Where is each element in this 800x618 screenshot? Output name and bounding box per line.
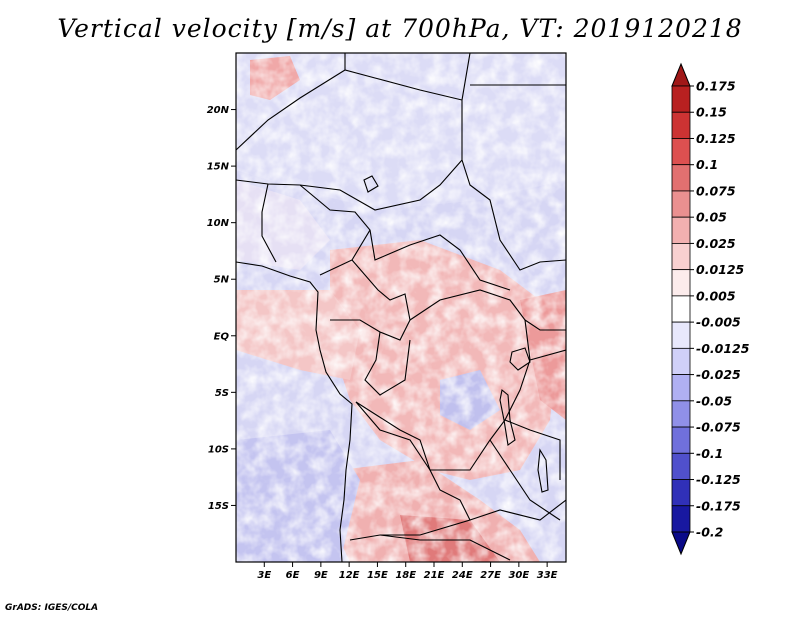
lat-tick-label: 15S bbox=[208, 501, 229, 512]
lon-tick-label: 15E bbox=[367, 570, 388, 581]
lat-tick-label: 5N bbox=[214, 275, 230, 286]
lon-tick-label: 3E bbox=[257, 570, 271, 581]
colorbar-box bbox=[671, 426, 691, 454]
colorbar-bottom-arrow bbox=[671, 531, 691, 556]
colorbar-label: 0.15 bbox=[696, 105, 727, 120]
lat-tick-label: 20N bbox=[207, 105, 230, 116]
colorbar-box bbox=[671, 243, 691, 271]
colorbar-box bbox=[671, 295, 691, 323]
lon-tick-label: 6E bbox=[286, 570, 300, 581]
colorbar-box bbox=[671, 400, 691, 428]
colorbar-box bbox=[671, 452, 691, 480]
colorbar-box bbox=[671, 321, 691, 349]
country-borders bbox=[236, 53, 566, 562]
coastline-west bbox=[236, 261, 353, 562]
colorbar-label: 0.1 bbox=[696, 157, 718, 172]
colorbar-box bbox=[671, 138, 691, 166]
border-congo bbox=[364, 331, 411, 396]
colorbar-box bbox=[671, 190, 691, 218]
colorbar-label: -0.0125 bbox=[696, 341, 750, 356]
border-north bbox=[344, 53, 566, 101]
border-chad-car bbox=[369, 229, 511, 291]
lon-tick-label: 33E bbox=[537, 570, 558, 581]
colorbar-label: 0.025 bbox=[696, 236, 736, 251]
lon-axis: 3E 6E 9E 12E 15E 18E 21E 24E 27E 30E 33E bbox=[257, 562, 558, 581]
colorbar-box bbox=[671, 374, 691, 402]
colorbar-box bbox=[671, 269, 691, 297]
colorbar-label: -0.075 bbox=[696, 420, 741, 435]
border-niger-nigeria bbox=[261, 183, 371, 276]
lat-tick-label: 10N bbox=[207, 218, 230, 229]
colorbar-label: -0.1 bbox=[696, 446, 723, 461]
velocity-field bbox=[236, 53, 566, 562]
colorbar-label: -0.125 bbox=[696, 472, 741, 487]
lon-tick-label: 21E bbox=[424, 570, 445, 581]
colorbar-label: 0.05 bbox=[696, 210, 727, 225]
lat-tick-label: EQ bbox=[214, 331, 230, 342]
lon-tick-label: 12E bbox=[339, 570, 360, 581]
colorbar-label: 0.0125 bbox=[696, 262, 745, 277]
lon-tick-label: 27E bbox=[480, 570, 501, 581]
colorbar-label: 0.005 bbox=[696, 288, 736, 303]
lake-chad bbox=[363, 175, 379, 193]
colorbar-label: -0.025 bbox=[696, 367, 741, 382]
colorbar-label: -0.175 bbox=[696, 498, 741, 513]
lake-malawi bbox=[537, 448, 549, 493]
colorbar-label: 0.175 bbox=[696, 79, 736, 94]
map-frame bbox=[235, 52, 567, 563]
colorbar-box bbox=[671, 85, 691, 113]
lake-victoria bbox=[509, 347, 531, 371]
colorbar-label: 0.075 bbox=[696, 183, 736, 198]
lat-tick-label: 15N bbox=[207, 162, 230, 173]
colorbar-top-arrow bbox=[671, 62, 691, 87]
border-angola bbox=[349, 401, 471, 541]
colorbar-box bbox=[671, 479, 691, 507]
lon-tick-label: 30E bbox=[508, 570, 529, 581]
lon-tick-label: 24E bbox=[452, 570, 473, 581]
colorbar-label: -0.2 bbox=[696, 525, 723, 540]
grads-credit: GrADS: IGES/COLA bbox=[5, 603, 99, 613]
colorbar: 0.175 0.15 0.125 0.1 0.075 0.05 0.025 0.0125 0.0… bbox=[671, 62, 750, 556]
colorbar-box bbox=[671, 111, 691, 139]
colorbar-label: -0.005 bbox=[696, 315, 741, 330]
colorbar-box bbox=[671, 164, 691, 192]
lon-tick-label: 9E bbox=[314, 570, 328, 581]
colorbar-box bbox=[671, 505, 691, 533]
colorbar-label: -0.05 bbox=[696, 393, 732, 408]
border-sudan bbox=[461, 159, 566, 271]
colorbar-box bbox=[671, 216, 691, 244]
colorbar-label: 0.125 bbox=[696, 131, 736, 146]
colorbar-box bbox=[671, 347, 691, 375]
lat-tick-label: 5S bbox=[215, 388, 229, 399]
lat-tick-label: 10S bbox=[208, 444, 229, 455]
border-drc bbox=[355, 289, 531, 471]
lon-tick-label: 18E bbox=[395, 570, 416, 581]
border-south bbox=[379, 499, 566, 561]
lake-tanganyika bbox=[499, 388, 516, 446]
lat-axis: 20N 15N 10N 5N EQ 5S 10S 15S bbox=[207, 105, 236, 512]
map-title: Vertical velocity [m/s] at 700hPa, VT: 2… bbox=[57, 14, 743, 43]
border-east bbox=[489, 319, 566, 521]
